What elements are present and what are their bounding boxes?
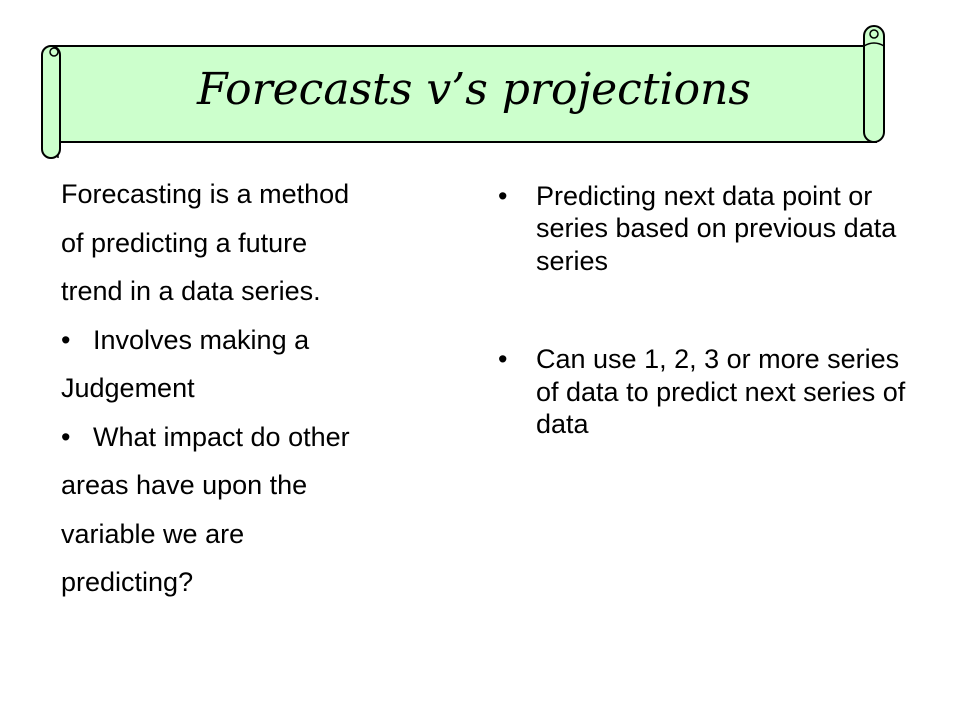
scroll-banner-icon bbox=[41, 25, 885, 159]
right-bullet-item: Can use 1, 2, 3 or more series of data t… bbox=[496, 343, 916, 440]
left-line: of predicting a future bbox=[61, 219, 481, 268]
left-line-text: of predicting a future bbox=[61, 227, 308, 258]
left-bullet-line: • What impact do other bbox=[61, 413, 481, 462]
bullet-icon: • bbox=[61, 324, 71, 355]
left-line: predicting? bbox=[61, 558, 481, 607]
slide-title: Forecasts v’s projections bbox=[197, 64, 751, 115]
left-bullet-line: • Involves making a bbox=[61, 316, 481, 365]
right-bullet-item: Predicting next data point or series bas… bbox=[496, 180, 916, 277]
left-line-text: areas have upon the bbox=[61, 470, 308, 500]
left-line-text: What impact do other bbox=[93, 421, 350, 452]
left-line-text: Judgement bbox=[61, 373, 195, 403]
left-line: Judgement bbox=[61, 364, 481, 413]
left-line-text: Forecasting is a method bbox=[61, 179, 350, 209]
left-line: trend in a data series. bbox=[61, 267, 481, 316]
left-line: variable we are bbox=[61, 510, 481, 559]
left-line-text: Involves making a bbox=[93, 324, 310, 355]
left-column: Forecasting is a method of predicting a … bbox=[61, 170, 481, 607]
left-line-text: trend in a data series. bbox=[61, 276, 321, 306]
right-bullet-list: Predicting next data point or series bas… bbox=[496, 180, 916, 440]
left-line-text: variable we are bbox=[61, 518, 245, 549]
bullet-icon: • bbox=[61, 421, 71, 452]
left-line: Forecasting is a method bbox=[61, 170, 481, 219]
right-column: Predicting next data point or series bas… bbox=[496, 180, 916, 440]
title-banner: Forecasts v’s projections bbox=[34, 18, 894, 168]
left-line: areas have upon the bbox=[61, 461, 481, 510]
left-line-text: predicting? bbox=[61, 567, 194, 597]
